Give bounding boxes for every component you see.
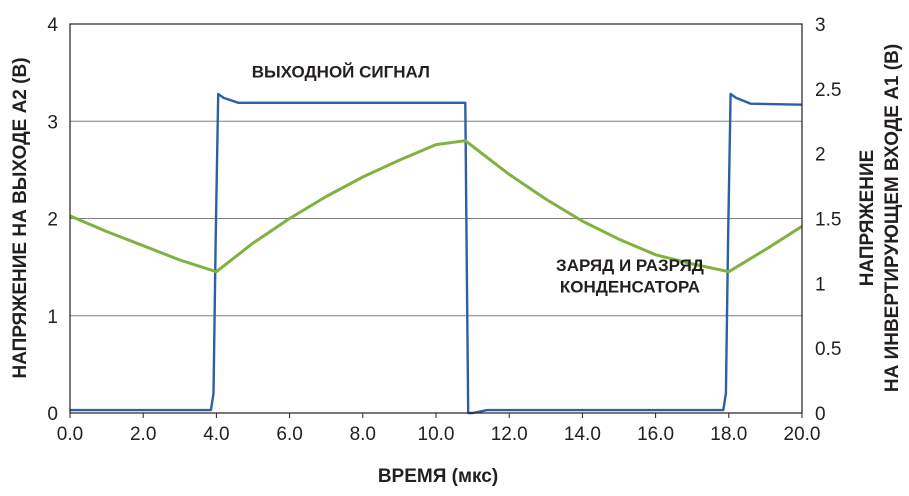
series-output-signal (70, 92, 803, 415)
annotation-label: ЗАРЯД И РАЗРЯД (556, 256, 704, 275)
x-tick-label: 10.0 (418, 424, 455, 445)
y-tick-label-right: 2 (815, 145, 826, 166)
x-tick-label: 14.0 (564, 424, 601, 445)
y-tick-label-right: 2.5 (815, 80, 841, 101)
y-axis-title-right-line2: НА ИНВЕРТИРУЮЩЕМ ВХОДЕ А1 (В) (882, 44, 903, 392)
y-tick-label-left: 3 (47, 112, 58, 133)
y-tick-label-left: 2 (47, 210, 58, 231)
y-axis-title-right-line1: НАПРЯЖЕНИЕ (857, 150, 878, 287)
grid-lines (70, 120, 802, 317)
x-tick-label: 4.0 (203, 424, 229, 445)
x-tick-label: 8.0 (350, 424, 376, 445)
y-tick-label-right: 0 (815, 404, 826, 425)
y-tick-label-left: 1 (47, 307, 58, 328)
x-tick-label: 12.0 (491, 424, 528, 445)
tick-labels: 0.0 2.0 4.0 6.0 8.0 10.0 12.0 14.0 16.0 18.0 20.00… (47, 15, 841, 445)
x-tick-label: 0.0 (57, 424, 83, 445)
annotation-label: ВЫХОДНОЙ СИГНАЛ (252, 62, 430, 81)
x-tick-label: 18.0 (710, 424, 747, 445)
x-tick-label: 6.0 (276, 424, 302, 445)
x-tick-label: 2.0 (130, 424, 156, 445)
series-capacitor-voltage (69, 139, 803, 274)
y-axis-title-left: НАПРЯЖЕНИЕ НА ВЫХОДЕ А2 (В) (10, 57, 31, 378)
annotations: ВЫХОДНОЙ СИГНАЛ ЗАРЯД И РАЗРЯД КОНДЕНСАТОР… (252, 62, 704, 296)
y-tick-label-right: 1.5 (815, 210, 841, 231)
y-tick-label-right: 0.5 (815, 339, 841, 360)
x-tick-label: 20.0 (784, 424, 821, 445)
y-tick-label-left: 4 (47, 15, 58, 36)
x-axis-title: ВРЕМЯ (мкс) (378, 466, 498, 487)
y-tick-label-right: 3 (815, 15, 826, 36)
y-tick-label-left: 0 (47, 404, 58, 425)
series-group (69, 92, 803, 415)
y-tick-label-right: 1 (815, 274, 826, 295)
annotation-label: КОНДЕНСАТОРА (560, 277, 700, 296)
x-tick-label: 16.0 (637, 424, 674, 445)
